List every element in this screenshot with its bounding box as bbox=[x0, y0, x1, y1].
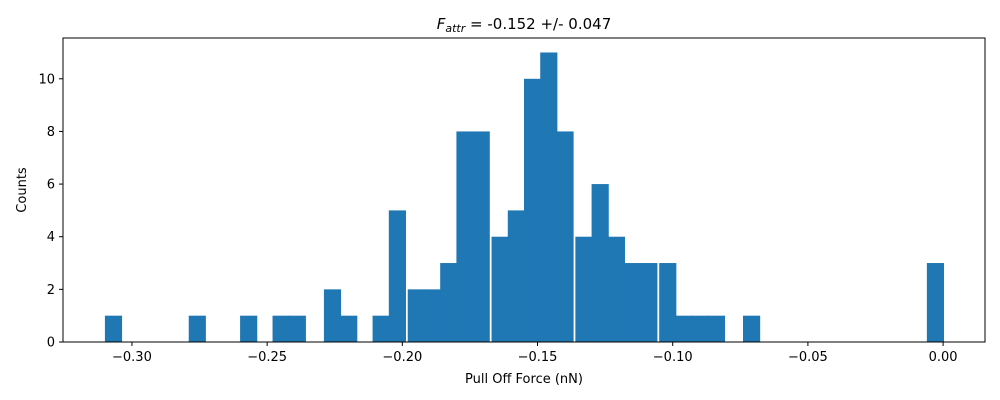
histogram-bar bbox=[556, 131, 574, 342]
histogram-bar bbox=[607, 236, 625, 342]
histogram-bar bbox=[591, 184, 609, 342]
plot-frame bbox=[62, 37, 986, 343]
histogram-bar bbox=[926, 263, 945, 342]
histogram-bar bbox=[240, 315, 258, 342]
title-subscript: attr bbox=[445, 22, 466, 35]
histogram-bar bbox=[743, 315, 761, 342]
x-tick-label: 0.00 bbox=[929, 350, 958, 365]
chart-title: Fattr = -0.152 +/- 0.047 bbox=[437, 15, 612, 35]
y-tick-label: 2 bbox=[47, 283, 55, 298]
histogram-bar bbox=[272, 315, 290, 342]
x-axis-ticks: −0.30 −0.25 −0.20 −0.15 −0.10 −0.05 0.00 bbox=[112, 342, 958, 365]
histogram-bar bbox=[624, 263, 642, 342]
x-tick-label: −0.05 bbox=[788, 350, 828, 365]
x-axis-label: Pull Off Force (nN) bbox=[465, 372, 583, 387]
x-tick-label: −0.20 bbox=[382, 350, 422, 365]
y-tick-label: 8 bbox=[47, 125, 55, 140]
histogram-bar bbox=[640, 263, 658, 342]
histogram-bar bbox=[388, 210, 406, 342]
histogram-bar bbox=[372, 315, 390, 342]
histogram-bar bbox=[675, 315, 693, 342]
histogram-bar bbox=[423, 289, 442, 342]
x-tick-label: −0.15 bbox=[518, 350, 558, 365]
histogram-bar bbox=[340, 315, 358, 342]
x-tick-label: −0.25 bbox=[247, 350, 287, 365]
histogram-bar bbox=[707, 315, 726, 342]
histogram-bar bbox=[188, 315, 206, 342]
y-tick-label: 4 bbox=[47, 230, 55, 245]
histogram-bar bbox=[540, 52, 558, 342]
title-symbol: F bbox=[437, 15, 446, 33]
histogram-bar bbox=[456, 131, 474, 342]
histogram-bar bbox=[575, 236, 593, 342]
x-tick-label: −0.30 bbox=[112, 350, 152, 365]
histogram-bar bbox=[507, 210, 525, 342]
y-tick-label: 6 bbox=[47, 178, 55, 193]
histogram-bar bbox=[472, 131, 490, 342]
histogram-bar bbox=[407, 289, 425, 342]
histogram-bar bbox=[323, 289, 342, 342]
y-axis-label: Counts bbox=[15, 167, 30, 213]
y-tick-label: 10 bbox=[38, 72, 55, 87]
histogram-bar bbox=[288, 315, 306, 342]
y-axis-ticks: 0 2 4 6 8 10 bbox=[38, 72, 63, 351]
histogram-bar bbox=[104, 315, 123, 342]
histogram-bar bbox=[491, 236, 509, 342]
histogram-bars bbox=[104, 52, 945, 342]
title-rest: = -0.152 +/- 0.047 bbox=[465, 15, 611, 33]
histogram-bar bbox=[524, 78, 542, 342]
x-tick-label: −0.10 bbox=[653, 350, 693, 365]
histogram-bar bbox=[659, 263, 677, 342]
y-tick-label: 0 bbox=[47, 336, 55, 351]
histogram-bar bbox=[691, 315, 709, 342]
histogram-bar bbox=[440, 263, 458, 342]
